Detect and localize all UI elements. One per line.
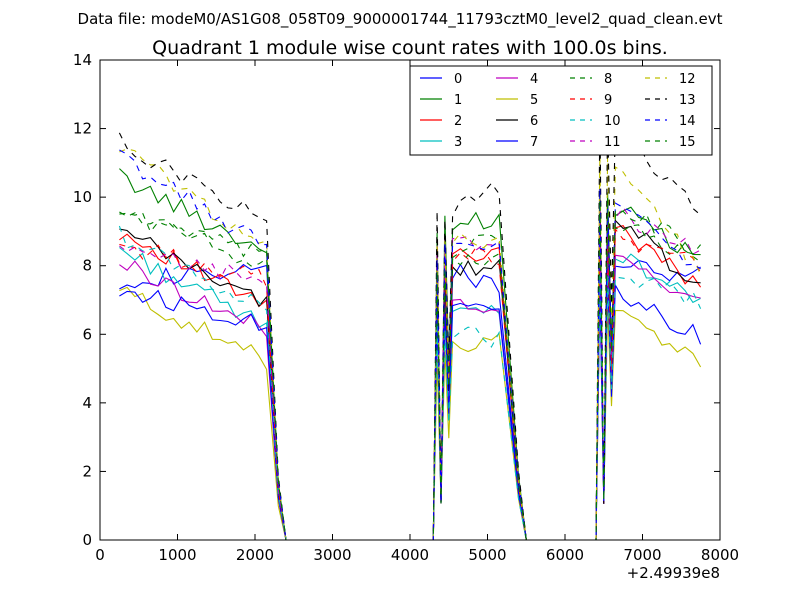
legend-label-10: 10 — [604, 114, 621, 129]
legend-label-13: 13 — [679, 93, 696, 108]
x-tick-label: 7000 — [623, 546, 661, 564]
y-tick-label: 6 — [82, 325, 92, 343]
legend-label-9: 9 — [604, 93, 612, 108]
legend-label-0: 0 — [454, 72, 462, 87]
series-line-10 — [118, 225, 702, 540]
x-tick-label: 6000 — [546, 546, 584, 564]
legend-box — [409, 65, 713, 156]
series-line-15 — [119, 197, 702, 540]
y-tick-label: 4 — [82, 394, 92, 412]
figure-suptitle: Data file: modeM0/AS1G08_058T09_90000017… — [78, 10, 723, 29]
chart-title: Quadrant 1 module wise count rates with … — [152, 37, 668, 59]
axis-ticks: 0 1000 2000 3000 4000 5000 6000 7000 80000246810… — [73, 51, 739, 564]
y-tick-label: 12 — [73, 120, 92, 138]
y-tick-label: 8 — [82, 257, 92, 275]
legend-label-11: 11 — [604, 135, 621, 150]
legend-label-2: 2 — [454, 114, 462, 129]
legend-label-4: 4 — [530, 72, 538, 87]
x-tick-label: 0 — [95, 546, 105, 564]
legend-label-8: 8 — [604, 72, 612, 87]
x-tick-label: 5000 — [468, 546, 506, 564]
legend-label-12: 12 — [679, 72, 696, 87]
y-tick-label: 2 — [82, 462, 92, 480]
x-tick-label: 3000 — [313, 546, 351, 564]
series-layer — [118, 114, 702, 540]
y-tick-label: 0 — [82, 531, 92, 549]
y-tick-label: 14 — [73, 51, 92, 69]
x-axis-offset-label: +2.49939e8 — [627, 564, 720, 582]
legend-label-15: 15 — [679, 135, 696, 150]
legend-label-5: 5 — [530, 93, 538, 108]
series-line-8 — [119, 212, 701, 540]
x-tick-label: 1000 — [158, 546, 196, 564]
y-tick-label: 10 — [73, 188, 92, 206]
legend-label-3: 3 — [454, 135, 462, 150]
legend-label-6: 6 — [530, 114, 538, 129]
x-tick-label: 4000 — [391, 546, 429, 564]
series-line-11 — [119, 205, 701, 540]
series-line-9 — [119, 227, 702, 540]
legend-label-1: 1 — [454, 93, 462, 108]
x-tick-label: 8000 — [701, 546, 739, 564]
x-tick-label: 2000 — [236, 546, 274, 564]
legend-label-14: 14 — [679, 114, 696, 129]
legend-label-7: 7 — [530, 135, 538, 150]
